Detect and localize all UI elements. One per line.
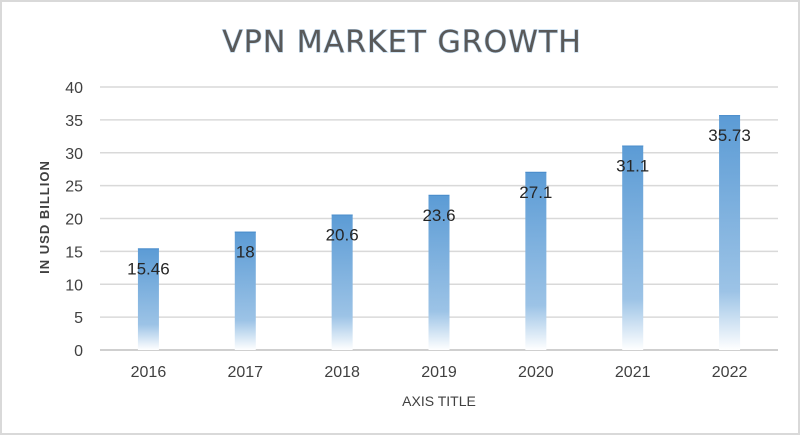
x-tick-label: 2019 — [421, 364, 457, 381]
bar-2020 — [525, 171, 547, 350]
bar-2018 — [331, 214, 353, 350]
chart-title: VPN MARKET GROWTH — [222, 25, 582, 60]
x-tick-label: 2021 — [615, 364, 651, 381]
y-axis-title: IN USD BILLION — [37, 160, 52, 274]
data-label: 18 — [236, 243, 255, 262]
data-label: 20.6 — [326, 226, 359, 245]
y-tick-label: 0 — [74, 343, 83, 360]
bar-2021 — [622, 145, 644, 350]
data-label: 23.6 — [422, 206, 455, 225]
bar-2017 — [234, 231, 256, 350]
y-tick-label: 20 — [65, 212, 83, 229]
y-tick-label: 15 — [65, 244, 83, 261]
x-tick-label: 2017 — [227, 364, 263, 381]
data-label: 27.1 — [519, 183, 552, 202]
x-tick-label: 2020 — [518, 364, 554, 381]
y-tick-label: 5 — [74, 310, 83, 327]
x-tick-label: 2018 — [324, 364, 360, 381]
y-tick-label: 30 — [65, 146, 83, 163]
y-tick-label: 10 — [65, 277, 83, 294]
data-label: 35.73 — [708, 126, 751, 145]
bar-2019 — [428, 194, 450, 350]
x-axis-title: AXIS TITLE — [402, 393, 476, 409]
bar-2016 — [137, 248, 159, 350]
y-tick-label: 40 — [65, 80, 83, 97]
y-tick-label: 25 — [65, 179, 83, 196]
x-tick-label: 2022 — [712, 364, 748, 381]
data-label: 31.1 — [616, 157, 649, 176]
data-label: 15.46 — [127, 259, 170, 278]
bar-2022 — [719, 115, 741, 350]
y-tick-label: 35 — [65, 113, 83, 130]
x-tick-label: 2016 — [131, 364, 167, 381]
